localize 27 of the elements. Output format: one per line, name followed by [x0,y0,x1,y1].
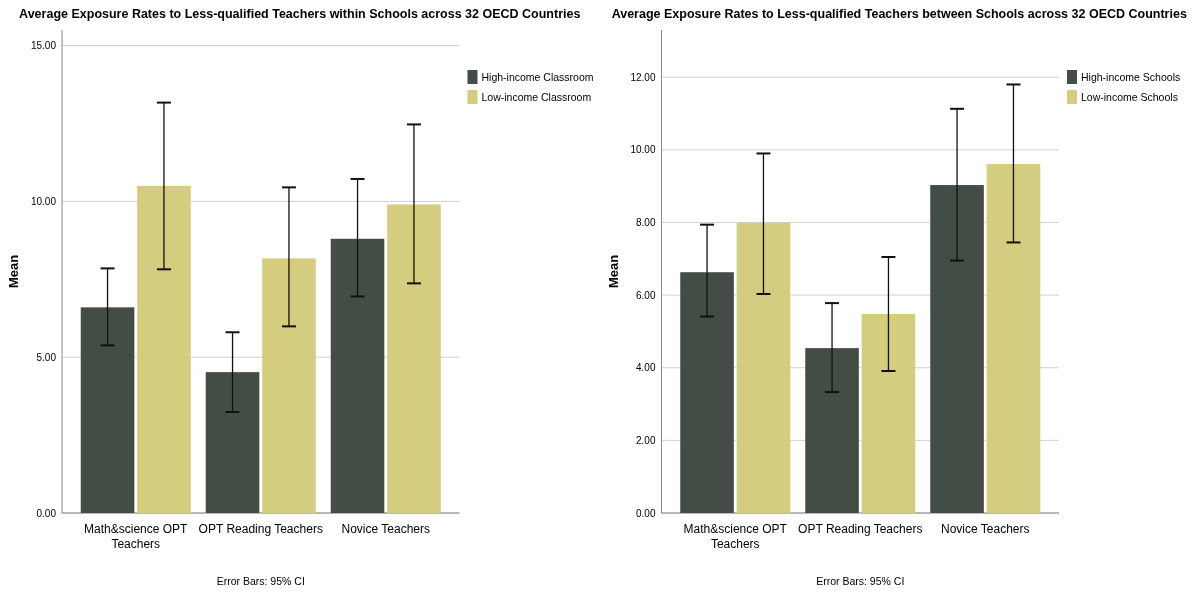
y-tick-label: 8.00 [636,216,656,228]
x-tick-label: OPT Reading Teachers [798,522,923,536]
legend-label: High-income Schools [1081,71,1181,83]
legend-label: Low-income Schools [1081,91,1178,103]
y-tick-label: 10.00 [630,144,656,156]
y-tick-label: 15.00 [30,40,57,52]
text: Error Bars: 95% CI [216,575,305,587]
y-axis-title: Mean [6,254,21,289]
x-tick-label: Math&science OPT Teachers [84,522,189,551]
y-tick-label: 5.00 [36,351,57,363]
legend-label: High-income Classroom [481,71,594,83]
x-tick-label: Novice Teachers [941,522,1030,536]
text: Error Bars: 95% CI [816,575,905,587]
x-tick-label: Math&science OPT Teachers [683,522,788,551]
legend-label: Low-income Classroom [481,91,592,103]
chart-title: Average Exposure Rates to Less-qualified Teachers between Schools across 32 OECD Countries [611,7,1187,21]
y-tick-label: 4.00 [636,362,656,374]
y-tick-label: 2.00 [636,434,656,446]
y-tick-label: 6.00 [636,289,656,301]
chart-title: Average Exposure Rates to Less-qualified Teachers within Schools across 32 OECD Countries [19,7,581,21]
y-axis-title: Mean [605,254,621,289]
y-tick-label: 12.00 [630,71,656,83]
y-tick-label: 0.00 [636,507,656,519]
x-tick-label: Novice Teachers [341,522,430,536]
x-tick-label: OPT Reading Teachers [198,522,323,536]
y-tick-label: 10.00 [30,195,57,207]
y-tick-label: 0.00 [36,507,57,519]
